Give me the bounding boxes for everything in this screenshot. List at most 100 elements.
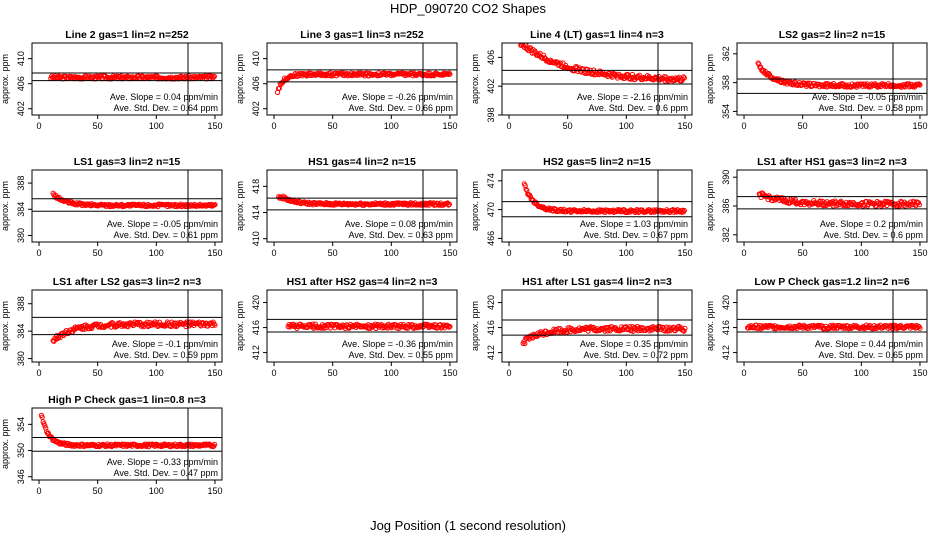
- data-series: [756, 190, 922, 209]
- x-tick-label: 150: [207, 486, 222, 496]
- annotation-slope: Ave. Slope = -0.36 ppm/min: [342, 339, 453, 349]
- data-series: [518, 43, 687, 84]
- x-tick-label: 150: [912, 368, 927, 378]
- annotation-std-dev: Ave. Std. Dev. = 0.66 ppm: [349, 103, 453, 113]
- y-tick-label: 474: [486, 173, 496, 188]
- data-point: [212, 441, 218, 448]
- y-tick-label: 412: [721, 345, 731, 360]
- y-tick-label: 416: [251, 320, 261, 335]
- data-series: [521, 181, 687, 216]
- x-tick-label: 150: [207, 368, 222, 378]
- data-series: [755, 60, 923, 90]
- x-tick-label: 0: [507, 248, 512, 258]
- x-tick-label: 100: [384, 368, 399, 378]
- data-point: [211, 73, 217, 79]
- y-tick-label: 354: [721, 104, 731, 119]
- x-tick-label: 50: [93, 486, 103, 496]
- data-point: [447, 71, 453, 77]
- y-tick-label: 412: [486, 345, 496, 360]
- x-tick-label: 50: [93, 368, 103, 378]
- data-series: [744, 322, 923, 332]
- x-tick-label: 150: [207, 121, 222, 131]
- y-tick-label: 402: [251, 101, 261, 116]
- y-axis-label: approx. ppm: [0, 54, 10, 104]
- annotation-slope: Ave. Slope = 0.44 ppm/min: [815, 339, 923, 349]
- panel-title: HS1 after LS1 gas=4 lin=2 n=3: [522, 276, 672, 288]
- chart-panel: Low P Check gas=1.2 lin=2 n=6 approx. ppm…: [705, 276, 928, 378]
- data-point: [446, 201, 452, 207]
- y-tick-label: 420: [721, 295, 731, 310]
- data-series: [274, 70, 453, 95]
- annotation-slope: Ave. Slope = 0.35 ppm/min: [580, 339, 688, 349]
- chart-panel: LS1 after LS2 gas=3 lin=2 n=3 approx. ppm…: [0, 276, 223, 378]
- panel-title: LS2 gas=2 lin=2 n=15: [779, 29, 886, 41]
- plot-frame: [31, 289, 223, 363]
- x-tick-label: 100: [384, 248, 399, 258]
- annotation-std-dev: Ave. Std. Dev. = 0.47 ppm: [114, 468, 218, 478]
- chart-panel: HS1 gas=4 lin=2 n=15 approx. ppm 0 50 100 150…: [235, 156, 458, 258]
- annotation-std-dev: Ave. Std. Dev. = 0.64 ppm: [114, 103, 218, 113]
- figure-title: HDP_090720 CO2 Shapes: [389, 1, 547, 16]
- x-tick-label: 100: [149, 368, 164, 378]
- x-tick-label: 0: [37, 368, 42, 378]
- annotation-slope: Ave. Slope = -0.05 ppm/min: [107, 219, 218, 229]
- panel-title: LS1 after LS2 gas=3 lin=2 n=3: [53, 276, 202, 288]
- annotation-slope: Ave. Slope = -0.33 ppm/min: [107, 457, 218, 467]
- data-point: [681, 75, 687, 81]
- x-tick-label: 150: [442, 121, 457, 131]
- x-tick-label: 50: [328, 248, 338, 258]
- x-tick-label: 150: [207, 248, 222, 258]
- x-tick-label: 0: [742, 121, 747, 131]
- x-tick-label: 100: [854, 121, 869, 131]
- data-point: [916, 81, 922, 87]
- plot-frame: [266, 42, 458, 116]
- annotation-slope: Ave. Slope = 0.04 ppm/min: [110, 92, 218, 102]
- data-series: [48, 73, 217, 82]
- y-tick-label: 358: [721, 75, 731, 90]
- y-axis-label: approx. ppm: [705, 301, 715, 351]
- data-point: [917, 325, 923, 331]
- y-tick-label: 388: [16, 176, 26, 191]
- x-tick-label: 100: [854, 248, 869, 258]
- panel-title: Low P Check gas=1.2 lin=2 n=6: [754, 276, 909, 288]
- y-tick-label: 470: [486, 202, 496, 217]
- y-axis-label: approx. ppm: [705, 54, 715, 104]
- data-series: [38, 412, 218, 450]
- data-point: [522, 340, 528, 347]
- x-tick-label: 150: [912, 248, 927, 258]
- y-tick-label: 384: [16, 324, 26, 339]
- data-point: [917, 82, 923, 88]
- x-tick-label: 0: [507, 368, 512, 378]
- x-tick-label: 100: [619, 368, 634, 378]
- y-tick-label: 388: [16, 296, 26, 311]
- chart-panel: LS1 gas=3 lin=2 n=15 approx. ppm 0 50 100 150…: [0, 156, 223, 258]
- annotation-slope: Ave. Slope = 0.2 ppm/min: [820, 219, 923, 229]
- data-point: [916, 202, 922, 208]
- y-tick-label: 406: [16, 76, 26, 91]
- data-point: [193, 442, 199, 448]
- annotation-std-dev: Ave. Std. Dev. = 0.6 ppm: [824, 230, 923, 240]
- data-point: [585, 208, 591, 214]
- panel-title: HS2 gas=5 lin=2 n=15: [543, 156, 651, 168]
- y-axis-label: approx. ppm: [0, 181, 10, 231]
- y-tick-label: 402: [16, 101, 26, 116]
- plot-frame: [31, 407, 223, 481]
- annotation-std-dev: Ave. Std. Dev. = 0.58 ppm: [819, 103, 923, 113]
- panel-title: LS1 gas=3 lin=2 n=15: [74, 156, 181, 168]
- data-point: [136, 443, 142, 449]
- data-point: [830, 203, 836, 209]
- x-tick-label: 0: [37, 121, 42, 131]
- y-axis-label: approx. ppm: [235, 301, 245, 351]
- y-tick-label: 346: [16, 469, 26, 484]
- x-tick-label: 100: [854, 368, 869, 378]
- data-point: [894, 203, 900, 209]
- y-tick-label: 410: [16, 51, 26, 66]
- chart-panel: Line 4 (LT) gas=1 lin=4 n=3 approx. ppm 0 5…: [470, 29, 693, 131]
- x-tick-label: 0: [272, 121, 277, 131]
- annotation-std-dev: Ave. Std. Dev. = 0.63 ppm: [349, 230, 453, 240]
- annotation-slope: Ave. Slope = -0.26 ppm/min: [342, 92, 453, 102]
- y-tick-label: 406: [486, 50, 496, 65]
- data-point: [870, 325, 876, 331]
